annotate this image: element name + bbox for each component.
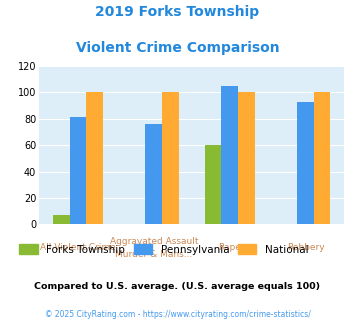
Text: Aggravated Assault: Aggravated Assault [110, 237, 198, 246]
Text: 2019 Forks Township: 2019 Forks Township [95, 5, 260, 19]
Bar [297, 102, 314, 224]
Legend: Forks Township, Pennsylvania, National: Forks Township, Pennsylvania, National [20, 245, 308, 255]
Bar [221, 86, 238, 224]
Text: Violent Crime Comparison: Violent Crime Comparison [76, 41, 279, 55]
Text: All Violent Crime: All Violent Crime [40, 244, 116, 252]
Text: Compared to U.S. average. (U.S. average equals 100): Compared to U.S. average. (U.S. average … [34, 282, 321, 291]
Text: Murder & Mans...: Murder & Mans... [115, 250, 192, 259]
Bar [314, 92, 331, 224]
Bar [86, 92, 103, 224]
Bar [238, 92, 255, 224]
Text: © 2025 CityRating.com - https://www.cityrating.com/crime-statistics/: © 2025 CityRating.com - https://www.city… [45, 310, 310, 319]
Bar [53, 215, 70, 224]
Text: Rape: Rape [218, 244, 241, 252]
Text: Robbery: Robbery [286, 244, 324, 252]
Bar [204, 145, 221, 224]
Bar [70, 117, 86, 224]
Bar [162, 92, 179, 224]
Bar [146, 124, 162, 224]
